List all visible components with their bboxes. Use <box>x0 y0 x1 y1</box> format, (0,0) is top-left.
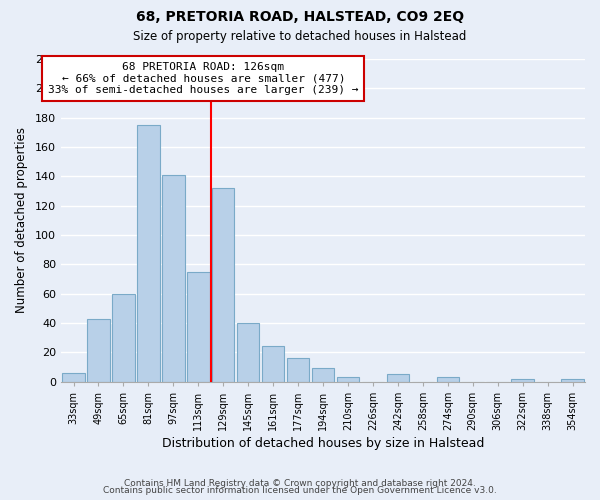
Bar <box>87 318 110 382</box>
Bar <box>187 272 209 382</box>
Y-axis label: Number of detached properties: Number of detached properties <box>15 128 28 314</box>
Bar <box>112 294 134 382</box>
Bar <box>511 378 534 382</box>
Bar <box>437 378 459 382</box>
Bar <box>162 175 185 382</box>
Bar <box>262 346 284 382</box>
X-axis label: Distribution of detached houses by size in Halstead: Distribution of detached houses by size … <box>162 437 484 450</box>
Bar <box>561 378 584 382</box>
Text: Contains HM Land Registry data © Crown copyright and database right 2024.: Contains HM Land Registry data © Crown c… <box>124 478 476 488</box>
Bar <box>137 125 160 382</box>
Bar <box>386 374 409 382</box>
Bar <box>237 323 259 382</box>
Text: Contains public sector information licensed under the Open Government Licence v3: Contains public sector information licen… <box>103 486 497 495</box>
Bar <box>287 358 310 382</box>
Text: 68, PRETORIA ROAD, HALSTEAD, CO9 2EQ: 68, PRETORIA ROAD, HALSTEAD, CO9 2EQ <box>136 10 464 24</box>
Text: Size of property relative to detached houses in Halstead: Size of property relative to detached ho… <box>133 30 467 43</box>
Bar <box>337 378 359 382</box>
Bar <box>312 368 334 382</box>
Text: 68 PRETORIA ROAD: 126sqm
← 66% of detached houses are smaller (477)
33% of semi-: 68 PRETORIA ROAD: 126sqm ← 66% of detach… <box>48 62 359 95</box>
Bar <box>62 373 85 382</box>
Bar <box>212 188 235 382</box>
